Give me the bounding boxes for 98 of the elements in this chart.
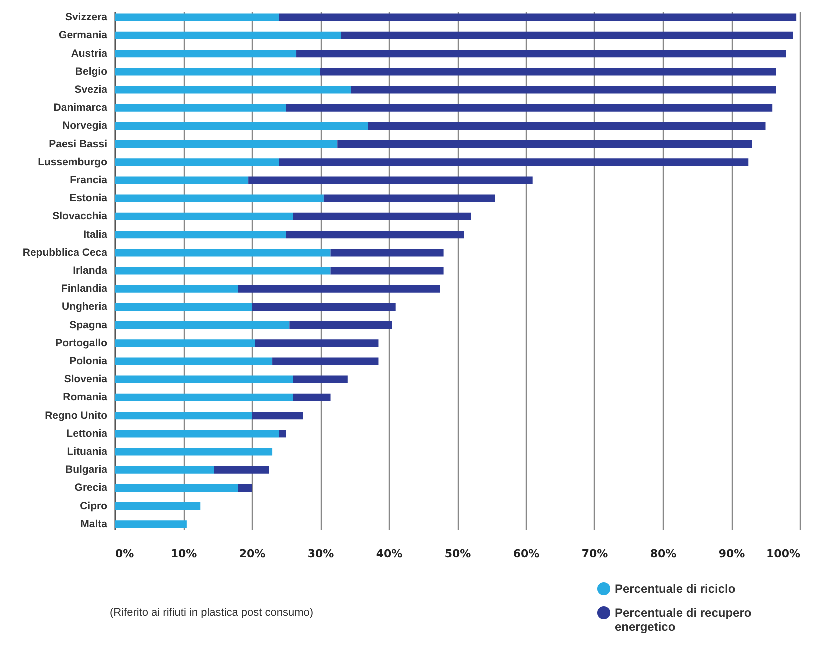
y-tick-label: Bulgaria — [65, 464, 108, 476]
bar — [214, 466, 270, 474]
x-tick-label: 70% — [582, 548, 608, 560]
y-tick-label: Repubblica Ceca — [22, 246, 108, 259]
x-tick-label: 20% — [239, 548, 266, 560]
bar — [330, 267, 444, 275]
bar — [115, 158, 280, 166]
y-tick-label: Svizzera — [65, 12, 108, 24]
bar — [115, 466, 214, 474]
x-tick-label: 10% — [170, 548, 198, 560]
x-tick-label: 60% — [513, 548, 540, 560]
bar — [115, 194, 324, 202]
bar — [115, 32, 342, 40]
bar — [320, 68, 776, 76]
bar — [351, 86, 776, 94]
bar — [115, 104, 286, 112]
y-tick-label: Polonia — [70, 355, 108, 368]
y-tick-label: Cipro — [80, 500, 108, 512]
bar — [115, 176, 249, 184]
bar — [238, 484, 252, 492]
y-tick-label: Germania — [59, 30, 108, 42]
bar — [115, 212, 294, 221]
x-tick-label: 30% — [308, 548, 334, 560]
bar — [296, 50, 786, 58]
bar — [115, 122, 368, 130]
bar — [338, 140, 752, 148]
bar — [255, 340, 379, 348]
bar — [115, 68, 320, 76]
legend-label: Percentuale di recupero energetico — [615, 606, 752, 634]
bar — [238, 285, 440, 293]
x-tick-label: 50% — [444, 548, 472, 560]
y-tick-label: Malta — [80, 518, 108, 530]
bar — [115, 50, 297, 58]
bar — [286, 104, 773, 112]
y-tick-label: Belgio — [75, 66, 108, 78]
bar — [324, 194, 496, 202]
y-tick-label: Lussemburgo — [38, 156, 108, 168]
y-tick-label: Slovenia — [64, 374, 108, 386]
text: (Riferito ai rifiuti in plastica post consumo) — [110, 607, 314, 619]
bar — [290, 321, 392, 330]
bar — [115, 249, 331, 257]
x-tick-label: 90% — [718, 548, 746, 560]
y-tick-label: Grecia — [74, 482, 108, 494]
y-tick-label: Ungheria — [62, 301, 108, 314]
x-tick-label: 80% — [650, 548, 677, 560]
bar — [115, 285, 238, 293]
bar — [115, 484, 238, 492]
bar — [115, 448, 273, 456]
y-tick-label: Portogallo — [56, 337, 108, 350]
bar — [293, 212, 472, 221]
y-tick-label: Danimarca — [54, 102, 108, 114]
bar — [115, 303, 252, 311]
y-tick-label: Italia — [84, 228, 108, 241]
y-tick-label: Austria — [71, 48, 108, 60]
bar — [341, 32, 794, 40]
y-tick-label: Regno Unito — [45, 410, 108, 422]
bar — [115, 231, 286, 239]
x-tick-label: 0% — [116, 548, 134, 560]
y-tick-label: Francia — [70, 174, 108, 187]
bar — [286, 231, 464, 239]
legend-label: Percentuale di riciclo — [615, 582, 736, 596]
bar — [115, 340, 256, 348]
bar — [115, 14, 280, 22]
y-tick-label: Estonia — [70, 192, 108, 205]
bar — [293, 376, 348, 384]
y-tick-label: Lituania — [67, 446, 108, 458]
bar — [115, 430, 280, 438]
y-tick-label: Lettonia — [66, 428, 108, 440]
bar — [115, 321, 290, 330]
bar — [115, 267, 331, 275]
bar — [330, 249, 444, 257]
y-tick-label: Irlanda — [73, 265, 108, 277]
x-tick-label: 100% — [766, 548, 800, 560]
y-tick-label: Norvegia — [62, 120, 108, 132]
bar — [115, 520, 187, 528]
y-tick-label: Slovacchia — [52, 210, 108, 223]
bar — [115, 394, 294, 402]
bar — [115, 140, 338, 148]
y-tick-label: Svezia — [74, 84, 108, 96]
bar — [115, 86, 352, 94]
y-tick-label: Romania — [63, 392, 108, 404]
bar — [115, 358, 273, 366]
bar — [279, 158, 749, 166]
y-tick-label: Spagna — [70, 319, 108, 332]
y-tick-label: Paesi Bassi — [49, 138, 108, 150]
x-tick-label: 40% — [376, 548, 403, 560]
bar — [115, 502, 201, 510]
bar — [115, 376, 294, 384]
bar — [252, 412, 304, 420]
bar — [272, 358, 379, 366]
bar — [293, 394, 331, 402]
bar — [115, 412, 252, 420]
bar — [279, 14, 797, 22]
bar — [279, 430, 286, 438]
bar — [368, 122, 766, 130]
bar — [252, 303, 396, 311]
y-tick-label: Finlandia — [61, 283, 108, 296]
bar — [248, 176, 533, 184]
